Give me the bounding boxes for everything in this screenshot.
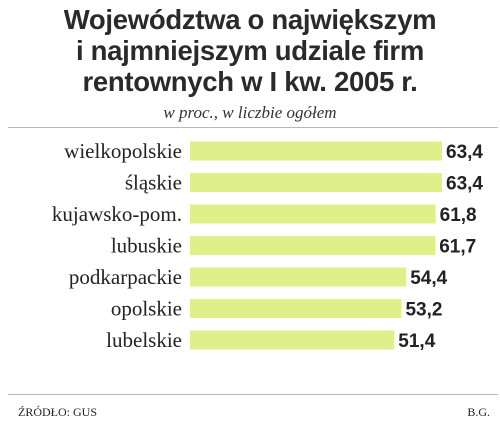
- value-label: 54,4: [410, 268, 447, 289]
- value-label: 63,4: [446, 174, 483, 195]
- category-label: podkarpackie: [69, 265, 182, 289]
- bar-podkarpackie: [190, 267, 407, 287]
- chart-title-line: rentownych w I kw. 2005 r.: [82, 66, 418, 97]
- bar-chart: wielkopolskie 63,4 śląskie 63,4 kujawsko-pom…: [52, 139, 483, 352]
- chart-title-line: Województwa o największym: [63, 4, 437, 35]
- category-label: śląskie: [125, 171, 182, 195]
- category-label: wielkopolskie: [64, 139, 182, 163]
- category-label: opolskie: [111, 297, 182, 321]
- top-divider: [8, 127, 498, 128]
- bar-wielkopolskie: [190, 141, 442, 161]
- category-label: lubuskie: [111, 234, 182, 258]
- category-label: lubelskie: [106, 328, 182, 352]
- bar-kujawsko-pom.: [190, 204, 436, 224]
- chart-title-line: i najmniejszym udziale firm: [76, 35, 424, 66]
- value-label: 51,4: [398, 331, 435, 352]
- value-label: 53,2: [405, 300, 442, 321]
- bar-śląskie: [190, 173, 442, 192]
- bar-lubuskie: [190, 236, 436, 255]
- bar-lubelskie: [190, 330, 395, 350]
- source-note: ŹRÓDŁO: GUS: [18, 405, 98, 419]
- value-label: 61,8: [440, 205, 477, 226]
- category-label: kujawsko-pom.: [52, 202, 182, 226]
- bar-opolskie: [190, 299, 402, 318]
- chart-title: Województwa o największym i najmniejszym…: [0, 4, 500, 97]
- chart-subtitle: w proc., w liczbie ogółem: [163, 103, 337, 122]
- bottom-divider: [8, 394, 498, 395]
- value-label: 61,7: [439, 237, 476, 258]
- author-credit: B.G.: [467, 405, 490, 419]
- value-label: 63,4: [446, 142, 483, 163]
